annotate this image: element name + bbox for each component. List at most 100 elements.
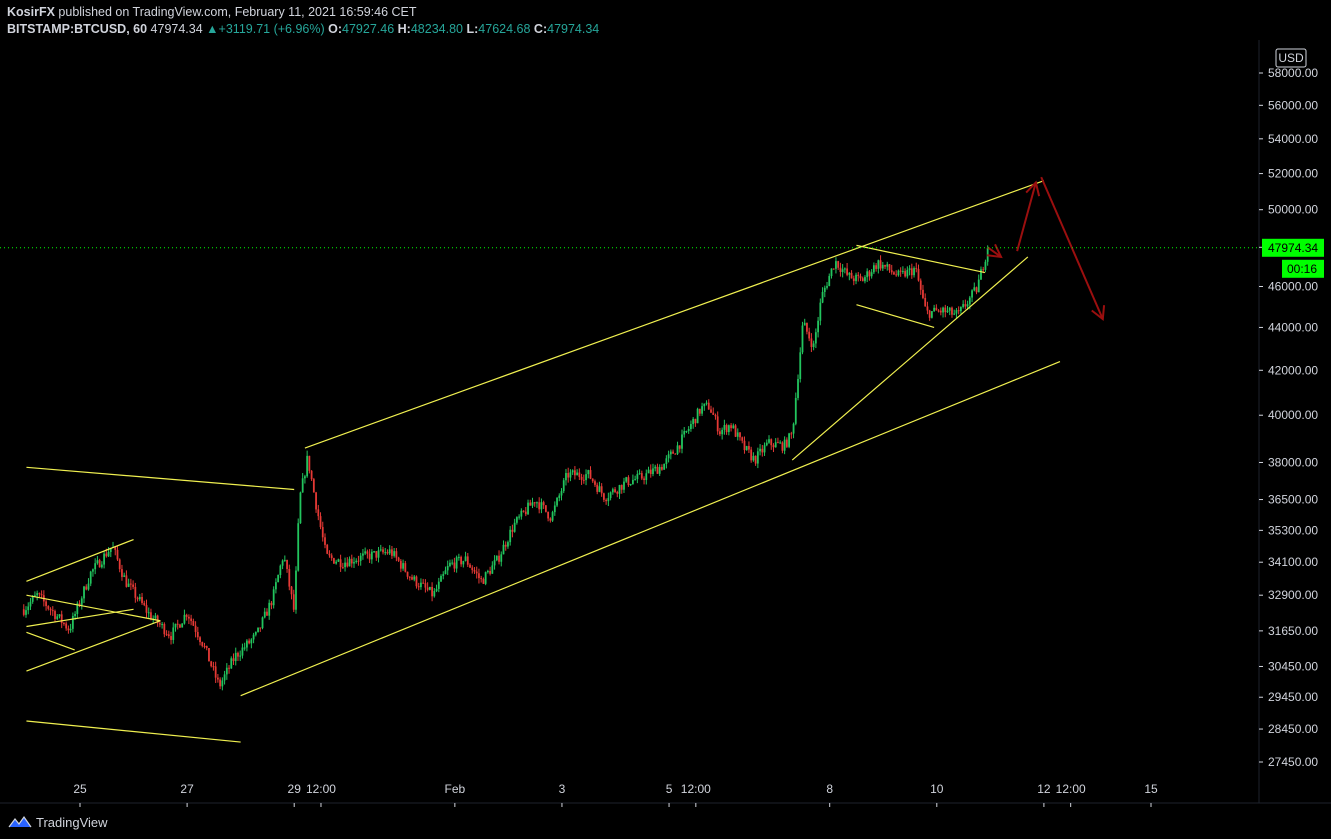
candle-body: [125, 575, 128, 587]
candle-body: [576, 472, 579, 476]
candle-body: [908, 268, 911, 270]
forecast-arrow[interactable]: [987, 243, 1003, 259]
candle: [589, 466, 592, 480]
candle: [118, 558, 121, 573]
candle: [312, 477, 315, 493]
candle: [977, 274, 980, 293]
candle: [661, 464, 663, 471]
candle-body: [924, 297, 927, 307]
candle: [65, 621, 68, 631]
candle: [190, 614, 193, 626]
candle-body: [687, 429, 690, 432]
symbol-label[interactable]: BITSTAMP:BTCUSD, 60: [7, 22, 148, 36]
candle: [553, 501, 556, 516]
candle-body: [694, 418, 697, 424]
candle-body: [337, 559, 340, 562]
candle-body: [275, 582, 277, 590]
candle: [38, 592, 41, 598]
candle-body: [257, 627, 259, 632]
candle: [100, 561, 103, 569]
trendline[interactable]: [240, 360, 1061, 697]
candle-body: [143, 603, 146, 606]
candle: [114, 545, 117, 556]
candle-body: [491, 565, 494, 574]
candle-body: [388, 549, 391, 554]
candle-body: [730, 425, 732, 429]
candle-body: [529, 502, 532, 506]
trendline[interactable]: [26, 620, 161, 672]
candle: [87, 578, 90, 591]
trendline[interactable]: [26, 720, 241, 743]
candle-body: [910, 268, 913, 276]
candle: [449, 559, 451, 568]
candle: [386, 549, 389, 555]
candle: [259, 627, 262, 632]
currency-badge[interactable]: USD: [1275, 48, 1307, 68]
candle-body: [524, 511, 527, 515]
trendline[interactable]: [856, 244, 986, 274]
candle: [89, 570, 92, 587]
ohlc-key: H:: [397, 22, 411, 36]
candle: [453, 557, 456, 573]
candle: [214, 661, 217, 683]
price-tick-label: 32900.00: [1268, 588, 1318, 602]
candle-body: [881, 264, 884, 269]
candle-body: [498, 555, 500, 562]
candle-body: [781, 442, 784, 451]
candle-body: [864, 277, 866, 282]
candle: [375, 551, 378, 561]
candle: [763, 442, 766, 456]
candle-body: [748, 446, 750, 450]
candle: [328, 550, 331, 558]
candle-body: [627, 477, 630, 486]
candle: [620, 484, 623, 494]
candle-body: [328, 553, 331, 556]
candle-body: [27, 606, 30, 611]
candle-body: [904, 271, 907, 277]
candle: [901, 266, 904, 274]
candle: [58, 614, 61, 619]
price-tick-label: 28450.00: [1268, 722, 1318, 736]
candle-body: [919, 280, 922, 290]
candle: [669, 449, 672, 460]
candle-body: [136, 597, 139, 600]
candle-body: [895, 274, 898, 276]
candle: [962, 300, 965, 309]
candle: [614, 487, 616, 494]
candle: [707, 399, 710, 410]
candle: [611, 487, 614, 495]
time-tick-label: 12:00: [681, 782, 711, 796]
trendline[interactable]: [304, 180, 1045, 449]
candle: [187, 614, 190, 625]
price-chart[interactable]: 58000.00 56000.00 54000.00 52000.00 50000.00…: [0, 40, 1331, 830]
candle: [928, 309, 931, 321]
candle: [562, 478, 565, 494]
trendline[interactable]: [26, 466, 295, 491]
ohlc-value: 47927.46: [342, 22, 395, 36]
candle-body: [230, 658, 233, 669]
candle: [299, 491, 302, 524]
price-axis[interactable]: 58000.00 56000.00 54000.00 52000.00 50000.00…: [1259, 66, 1318, 769]
forecast-arrow[interactable]: [1016, 180, 1041, 252]
candle-body: [547, 511, 550, 519]
candle: [350, 554, 353, 568]
trendline[interactable]: [791, 256, 1029, 461]
candle-body: [623, 481, 625, 490]
trendline[interactable]: [26, 594, 161, 622]
candle-body: [402, 563, 404, 569]
candle-body: [67, 628, 70, 631]
time-axis[interactable]: 25 27 29 12:00 Feb 3 5 12:00 8 10 12 12:00 15: [73, 782, 1158, 807]
candle-body: [163, 623, 166, 635]
candle: [464, 551, 467, 562]
trendline[interactable]: [26, 631, 75, 651]
tradingview-brand[interactable]: TradingView: [8, 814, 108, 830]
candle-body: [573, 470, 576, 476]
author-name[interactable]: KosirFX: [7, 5, 55, 19]
price-tick-label: 54000.00: [1268, 132, 1318, 146]
trendline[interactable]: [856, 304, 935, 329]
candle-body: [698, 408, 701, 414]
candle-body: [299, 492, 302, 524]
trendline[interactable]: [26, 538, 134, 582]
candle-body: [219, 679, 222, 687]
candle-body: [36, 593, 39, 596]
